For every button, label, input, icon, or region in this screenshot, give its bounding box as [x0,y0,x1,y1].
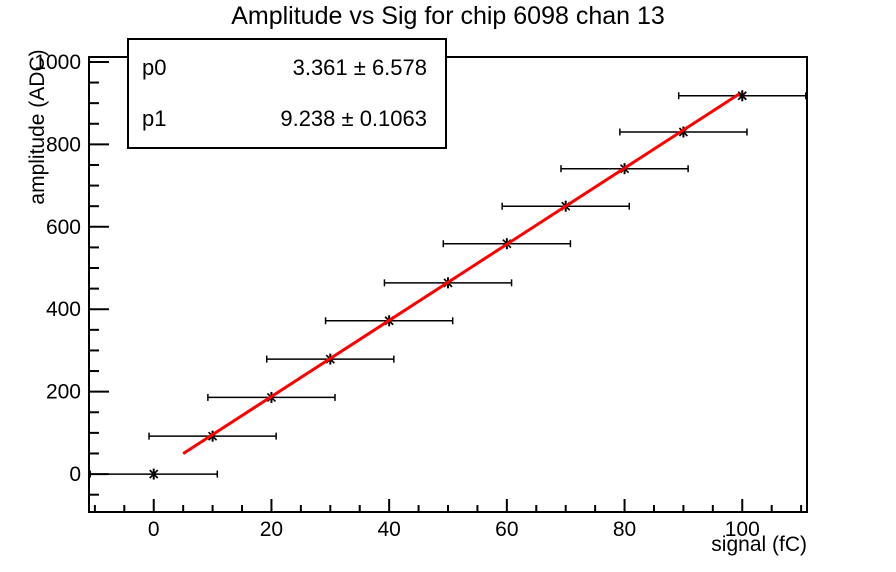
data-marker-asterisk [737,91,747,101]
y-tick-label: 800 [46,133,81,156]
y-tick-label: 1000 [34,51,81,74]
y-tick-label: 0 [69,463,81,486]
y-axis-title: amplitude (ADC) [26,49,49,204]
fit-param-row-p0: p0 3.361 ± 6.578 [142,55,427,81]
x-tick-label: 0 [148,518,160,541]
y-tick-label: 600 [46,216,81,239]
plot-frame [88,56,808,513]
x-tick-label: 80 [613,518,636,541]
fit-param-value-p1: 9.238 ± 0.1063 [280,106,427,132]
fit-param-value-p0: 3.361 ± 6.578 [292,54,427,80]
x-tick-label: 100 [725,518,760,541]
x-tick-label: 20 [260,518,283,541]
y-tick-label: 200 [46,381,81,404]
chart-title: Amplitude vs Sig for chip 6098 chan 13 [231,2,665,30]
fit-line [182,92,741,455]
fit-stats-box: p0 3.361 ± 6.578 p1 9.238 ± 0.1063 [127,38,447,149]
x-tick-label: 40 [377,518,400,541]
x-axis-title: signal (fC) [711,533,807,556]
fit-param-name-p0: p0 [142,54,167,80]
fit-param-row-p1: p1 9.238 ± 0.1063 [142,106,427,132]
fit-param-name-p1: p1 [142,106,167,132]
data-marker-asterisk [149,469,159,479]
y-tick-label: 400 [46,298,81,321]
x-tick-label: 60 [495,518,518,541]
